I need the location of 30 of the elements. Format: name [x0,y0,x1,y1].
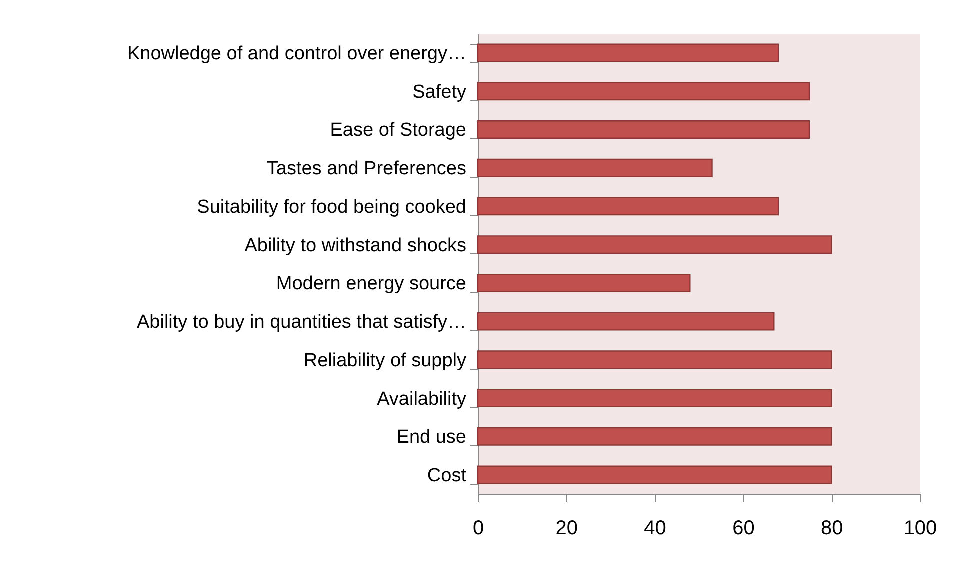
bar [477,82,810,101]
bar [477,427,832,446]
y-tick-label: Cost [427,466,468,487]
bar [477,389,832,408]
bar [477,236,832,254]
x-tick-label: 60 [732,518,755,540]
y-tick-label: Availability [377,388,467,410]
y-tick-label: Ability to buy in quantities that satisfy… [137,312,466,334]
bar [477,466,832,484]
x-tick-label: 40 [644,518,666,540]
y-tick-label: End use [396,427,466,448]
bar [477,350,832,370]
y-tick-label: Suitability for food being cooked [197,196,466,218]
x-tick-label: 100 [904,518,938,540]
bar [477,44,780,62]
bar [477,197,780,216]
y-tick-label: Knowledge of and control over energy… [127,43,466,64]
x-tick-label: 80 [820,518,844,540]
y-tick-label: Tastes and Preferences [266,158,466,180]
y-tick-label: Reliability of supply [304,350,467,372]
x-tick-label: 0 [472,518,484,540]
x-tick-label: 20 [556,518,578,540]
y-tick-label: Ease of Storage [330,120,466,142]
y-tick-label: Ability to withstand shocks [244,235,466,256]
bar [477,120,810,139]
bar [477,158,713,178]
bar [477,274,691,292]
y-tick-label: Safety [412,82,467,103]
bar [477,312,775,331]
y-tick-label: Modern energy source [276,274,466,295]
